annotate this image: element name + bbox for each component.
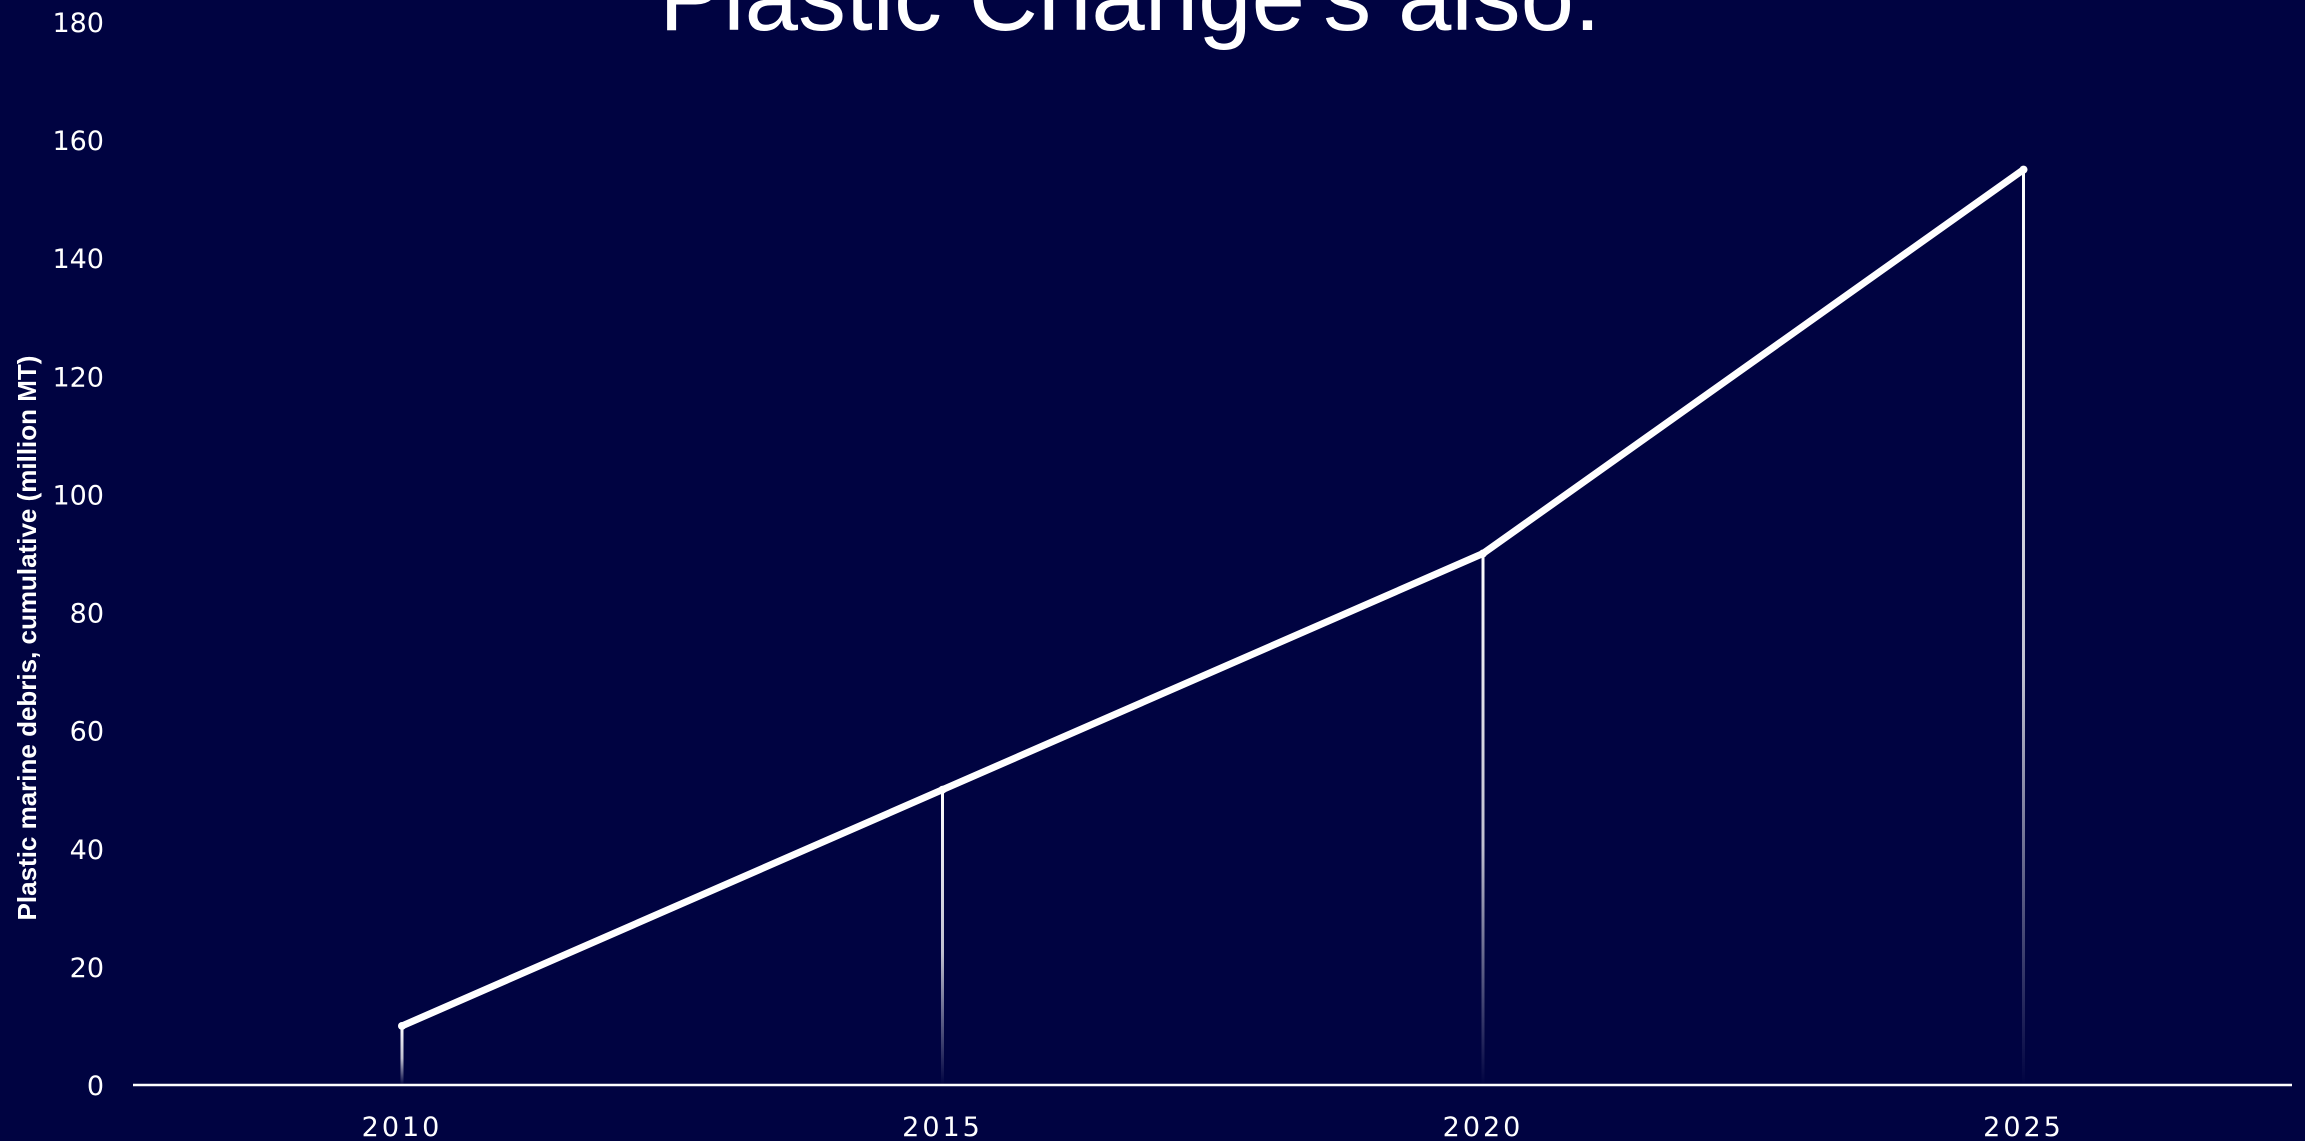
y-tick-label: 100 [52, 480, 104, 511]
y-tick-label: 0 [87, 1071, 104, 1102]
y-axis-label: Plastic marine debris, cumulative (milli… [12, 356, 42, 921]
drop-lines [400, 169, 2025, 1085]
data-point [1479, 549, 1487, 558]
drop-line [400, 1025, 404, 1085]
y-tick-label: 120 [52, 362, 104, 393]
x-tick-label: 2020 [1443, 1112, 1524, 1141]
x-tick-label: 2025 [1983, 1112, 2064, 1141]
chart-title: Plastic Change's also: [659, 0, 1600, 51]
x-tick-label: 2015 [902, 1112, 983, 1141]
y-tick-label: 80 [70, 599, 104, 630]
drop-line [941, 789, 944, 1085]
series-group [398, 165, 2028, 1030]
x-tick-label: 2010 [362, 1112, 443, 1141]
y-tick-label: 20 [70, 953, 104, 984]
x-axis-ticks: 2010 2015 2020 2025 [362, 1112, 2064, 1141]
data-point [938, 785, 947, 794]
y-tick-label: 140 [52, 244, 104, 275]
y-tick-label: 160 [52, 126, 104, 157]
y-axis-ticks: 0 20 40 60 80 100 120 140 160 180 [52, 8, 104, 1102]
y-tick-label: 180 [52, 8, 104, 39]
drop-line [2022, 169, 2025, 1085]
series-line [398, 166, 2027, 1030]
drop-line [1481, 553, 1485, 1085]
y-tick-label: 40 [70, 835, 104, 866]
data-point [2019, 165, 2028, 174]
y-tick-label: 60 [70, 717, 104, 748]
data-point [398, 1021, 406, 1030]
